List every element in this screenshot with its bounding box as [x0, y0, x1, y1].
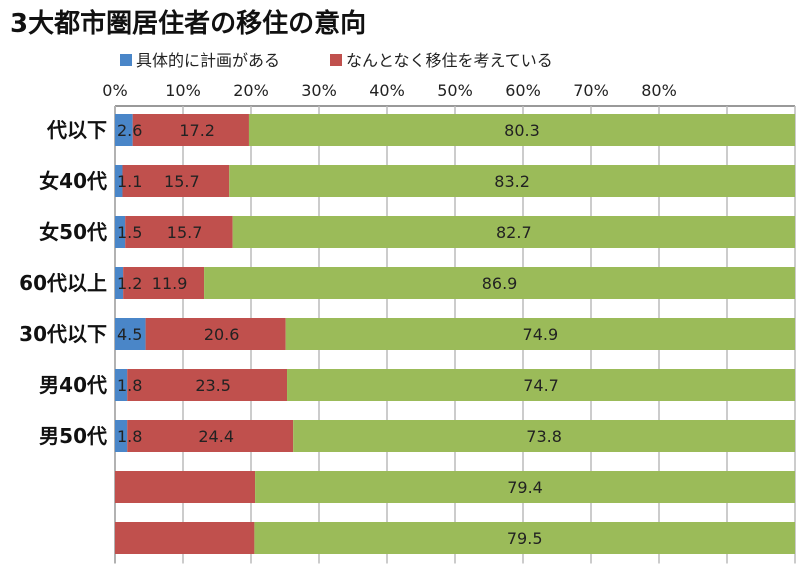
- bar-segment-none: [204, 267, 795, 299]
- x-tick-label: 20%: [233, 81, 269, 100]
- data-label-considering: 17.2: [179, 121, 215, 140]
- legend-label-considering: なんとなく移住を考えている: [346, 51, 553, 70]
- x-tick-label: 40%: [369, 81, 405, 100]
- x-tick-label: 60%: [505, 81, 541, 100]
- bar-segment-considering: [115, 471, 256, 503]
- x-tick-label: 80%: [641, 81, 677, 100]
- data-label-planned: 1.8: [117, 376, 142, 395]
- bar-segment-considering: [145, 318, 286, 350]
- legend-label-planned: 具体的に計画がある: [136, 51, 280, 70]
- x-tick-label: 10%: [165, 81, 201, 100]
- bar-segment-none: [255, 471, 795, 503]
- bar-segment-none: [293, 420, 795, 452]
- x-tick-label: 0%: [102, 81, 127, 100]
- data-label-considering: 20.6: [204, 325, 240, 344]
- bar-segment-none: [285, 318, 795, 350]
- bar-segment-planned: [115, 165, 123, 197]
- bars: 2.6 17.2 80.3 1.1 15.7 83.2 1.5 15.7 82.7 1.2 11.9…: [115, 114, 796, 554]
- category-label: 30代以下: [19, 322, 107, 346]
- x-tick-label: 30%: [301, 81, 337, 100]
- bar-segment-considering: [127, 369, 288, 401]
- data-label-none: 80.3: [504, 121, 540, 140]
- data-label-considering: 15.7: [164, 172, 200, 191]
- bar-segment-none: [254, 522, 795, 554]
- data-label-considering: 11.9: [152, 274, 188, 293]
- x-axis-ticks: 0% 10% 20% 30% 40% 50% 60% 70% 80%: [102, 81, 676, 100]
- bar-segment-planned: [115, 318, 146, 350]
- bar-segment-planned: [115, 216, 126, 248]
- data-label-considering: 23.5: [195, 376, 231, 395]
- bar-segment-planned: [115, 114, 133, 146]
- bar-segment-none: [229, 165, 796, 197]
- data-label-considering: 24.4: [198, 427, 234, 446]
- data-label-none: 86.9: [482, 274, 518, 293]
- bar-segment-none: [232, 216, 795, 248]
- bar-segment-considering: [127, 420, 294, 452]
- data-label-planned: 4.5: [117, 325, 142, 344]
- category-label: 60代以上: [19, 271, 107, 295]
- category-label: 男50代: [39, 424, 107, 448]
- data-label-none: 79.4: [507, 478, 543, 497]
- bar-segment-none: [287, 369, 795, 401]
- data-label-none: 79.5: [507, 529, 543, 548]
- data-label-none: 83.2: [494, 172, 530, 191]
- chart-title: 3大都市圏居住者の移住の意向: [10, 8, 366, 39]
- category-label: 代以下: [46, 118, 107, 142]
- bar-segment-considering: [125, 216, 233, 248]
- bar-segment-none: [248, 114, 795, 146]
- bar-segment-planned: [115, 369, 128, 401]
- data-label-none: 74.7: [523, 376, 559, 395]
- bar-segment-planned: [115, 267, 124, 299]
- data-label-planned: 1.2: [117, 274, 142, 293]
- legend: 具体的に計画がある なんとなく移住を考えている: [120, 51, 553, 70]
- data-label-planned: 1.5: [117, 223, 142, 242]
- legend-swatch-considering: [330, 54, 342, 66]
- bar-segment-considering: [122, 165, 230, 197]
- bar-segment-planned: [115, 420, 128, 452]
- legend-swatch-planned: [120, 54, 132, 66]
- x-tick-label: 50%: [437, 81, 473, 100]
- category-label: 女40代: [39, 169, 107, 193]
- bar-segment-considering: [132, 114, 249, 146]
- bar-segment-considering: [115, 522, 255, 554]
- data-label-none: 82.7: [496, 223, 532, 242]
- data-label-none: 74.9: [523, 325, 559, 344]
- data-label-planned: 1.1: [117, 172, 142, 191]
- data-label-planned: 2.6: [117, 121, 142, 140]
- data-label-none: 73.8: [526, 427, 562, 446]
- category-label: 男40代: [39, 373, 107, 397]
- data-label-considering: 15.7: [167, 223, 203, 242]
- data-label-planned: 1.8: [117, 427, 142, 446]
- category-label: 女50代: [39, 220, 107, 244]
- x-tick-label: 70%: [573, 81, 609, 100]
- bar-segment-considering: [123, 267, 205, 299]
